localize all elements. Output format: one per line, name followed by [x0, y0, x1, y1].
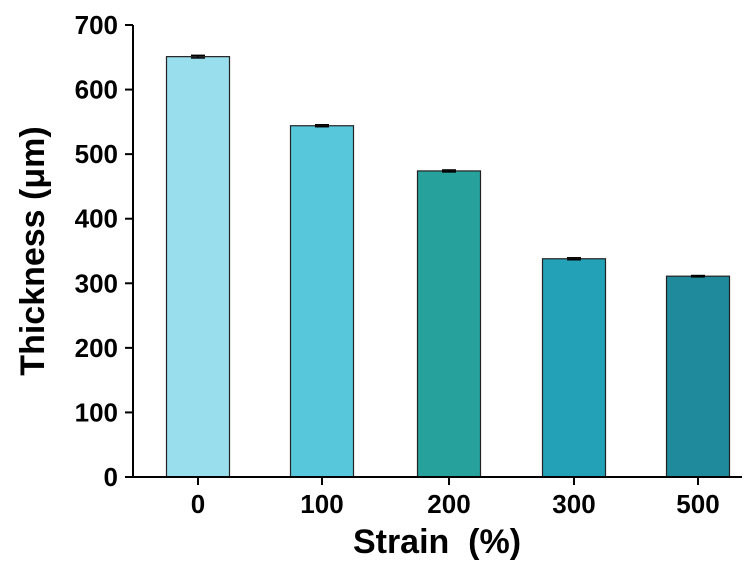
- x-tick-label-500: 500: [676, 489, 719, 519]
- x-tick-label-200: 200: [427, 489, 470, 519]
- axes: [132, 25, 742, 478]
- error-bars: [191, 54, 705, 278]
- y-ticks: 0 100 200 300 400 500 600 700: [75, 10, 133, 492]
- bars: [165, 56, 731, 478]
- bar-100: [289, 125, 355, 478]
- y-tick-label-300: 300: [75, 268, 118, 298]
- y-axis-title: Thickness (μm): [14, 126, 52, 375]
- x-tick-label-100: 100: [300, 489, 343, 519]
- x-ticks: 0 100 200 300 500: [191, 477, 720, 519]
- y-tick-label-500: 500: [75, 139, 118, 169]
- y-tick-label-0: 0: [104, 462, 118, 492]
- y-tick-label-600: 600: [75, 75, 118, 105]
- error-bar-300: [567, 257, 581, 261]
- y-tick-label-700: 700: [75, 10, 118, 40]
- bar-200: [416, 170, 482, 478]
- y-tick-label-200: 200: [75, 333, 118, 363]
- bar-500: [665, 275, 731, 478]
- bar-300: [541, 258, 607, 478]
- x-tick-label-0: 0: [191, 489, 205, 519]
- error-bar-200: [442, 169, 456, 173]
- error-bar-100: [315, 124, 329, 128]
- bar-0: [165, 56, 231, 478]
- y-tick-label-400: 400: [75, 204, 118, 234]
- x-tick-label-300: 300: [552, 489, 595, 519]
- x-axis-title: Strain (%): [353, 523, 521, 561]
- error-bar-500: [691, 274, 705, 278]
- error-bar-0: [191, 54, 205, 59]
- y-tick-label-100: 100: [75, 397, 118, 427]
